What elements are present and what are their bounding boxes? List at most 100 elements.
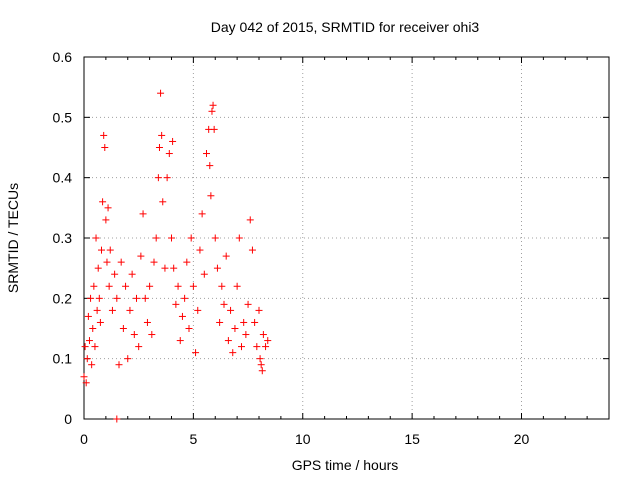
data-point <box>155 144 163 151</box>
data-point <box>233 282 241 290</box>
data-point <box>216 318 224 326</box>
data-point <box>146 282 154 290</box>
data-point <box>117 258 125 266</box>
data-point <box>194 306 202 314</box>
data-point <box>242 331 250 339</box>
data-point <box>210 125 218 133</box>
data-point <box>158 131 166 139</box>
data-point <box>93 306 101 314</box>
data-point <box>141 294 149 302</box>
data-point <box>176 337 184 345</box>
data-point <box>196 246 204 254</box>
data-point <box>178 312 186 320</box>
data-point <box>87 294 95 302</box>
data-point <box>224 337 232 345</box>
data-point <box>92 234 100 242</box>
data-point <box>113 415 121 423</box>
y-tick-label: 0.4 <box>53 170 73 186</box>
data-point <box>203 150 210 158</box>
data-point <box>231 325 239 332</box>
data-point <box>262 343 270 351</box>
axis-ticks: 0 5 10 15 20 0 0.1 0.2 0.3 0.4 0.5 0.6 <box>53 49 610 447</box>
data-point <box>264 337 272 345</box>
data-point <box>90 282 98 290</box>
data-point <box>99 198 107 206</box>
data-point <box>115 361 123 369</box>
data-point <box>124 355 132 363</box>
data-point <box>80 373 88 381</box>
y-axis-label: SRMTID / TECUs <box>5 183 21 293</box>
data-point <box>227 306 235 314</box>
data-point <box>108 306 116 314</box>
data-point <box>206 162 214 170</box>
data-point <box>119 325 127 332</box>
data-point <box>220 300 228 308</box>
data-point <box>169 137 177 145</box>
data-point <box>88 361 96 369</box>
data-point <box>111 270 119 278</box>
data-point <box>207 192 215 200</box>
data-point <box>154 174 162 182</box>
data-point <box>253 343 261 351</box>
data-point <box>163 174 171 182</box>
chart-title: Day 042 of 2015, SRMTID for receiver ohi… <box>211 19 480 35</box>
data-point <box>248 246 256 254</box>
data-point <box>192 349 200 357</box>
data-point <box>106 246 114 254</box>
data-point <box>104 204 112 212</box>
plot-frame <box>83 56 610 420</box>
data-point <box>82 379 90 387</box>
data-point <box>255 306 263 314</box>
data-point <box>257 361 265 369</box>
data-point <box>172 300 180 308</box>
y-tick-label: 0.5 <box>53 109 73 125</box>
data-point <box>150 258 158 266</box>
y-tick-label: 0.6 <box>53 49 73 65</box>
x-tick-label: 5 <box>189 431 197 447</box>
data-point <box>137 252 145 260</box>
x-axis-label: GPS time / hours <box>292 457 399 473</box>
data-point <box>240 318 248 326</box>
data-point <box>98 246 105 254</box>
data-point <box>113 294 121 302</box>
x-tick-label: 15 <box>404 431 420 447</box>
data-point <box>256 355 264 363</box>
data-point <box>259 331 267 339</box>
data-point <box>198 210 206 218</box>
data-point <box>209 101 217 109</box>
data-point <box>133 294 140 302</box>
data-point <box>89 325 97 332</box>
data-point <box>91 343 99 351</box>
data-point <box>213 264 221 272</box>
data-point <box>143 318 151 326</box>
data-point <box>122 282 130 290</box>
x-tick-label: 20 <box>514 431 530 447</box>
data-point <box>85 337 93 345</box>
data-points <box>80 89 272 423</box>
data-point <box>94 264 102 272</box>
data-point <box>258 367 266 375</box>
y-tick-label: 0 <box>64 411 72 427</box>
data-point <box>183 258 191 266</box>
data-point <box>148 331 156 339</box>
data-point <box>189 282 197 290</box>
data-point <box>235 234 243 242</box>
data-point <box>181 294 189 302</box>
y-tick-label: 0.2 <box>53 290 73 306</box>
data-point <box>208 107 216 115</box>
x-tick-label: 10 <box>295 431 311 447</box>
data-point <box>218 282 226 290</box>
data-point <box>139 210 147 218</box>
data-point <box>246 216 254 224</box>
data-point <box>187 234 195 242</box>
data-point <box>165 150 173 158</box>
data-point <box>211 234 219 242</box>
data-point <box>161 264 169 272</box>
data-point <box>95 294 103 302</box>
data-point <box>102 216 110 224</box>
data-point <box>135 343 143 351</box>
data-point <box>200 270 208 278</box>
data-point <box>83 355 91 363</box>
data-point <box>174 282 182 290</box>
